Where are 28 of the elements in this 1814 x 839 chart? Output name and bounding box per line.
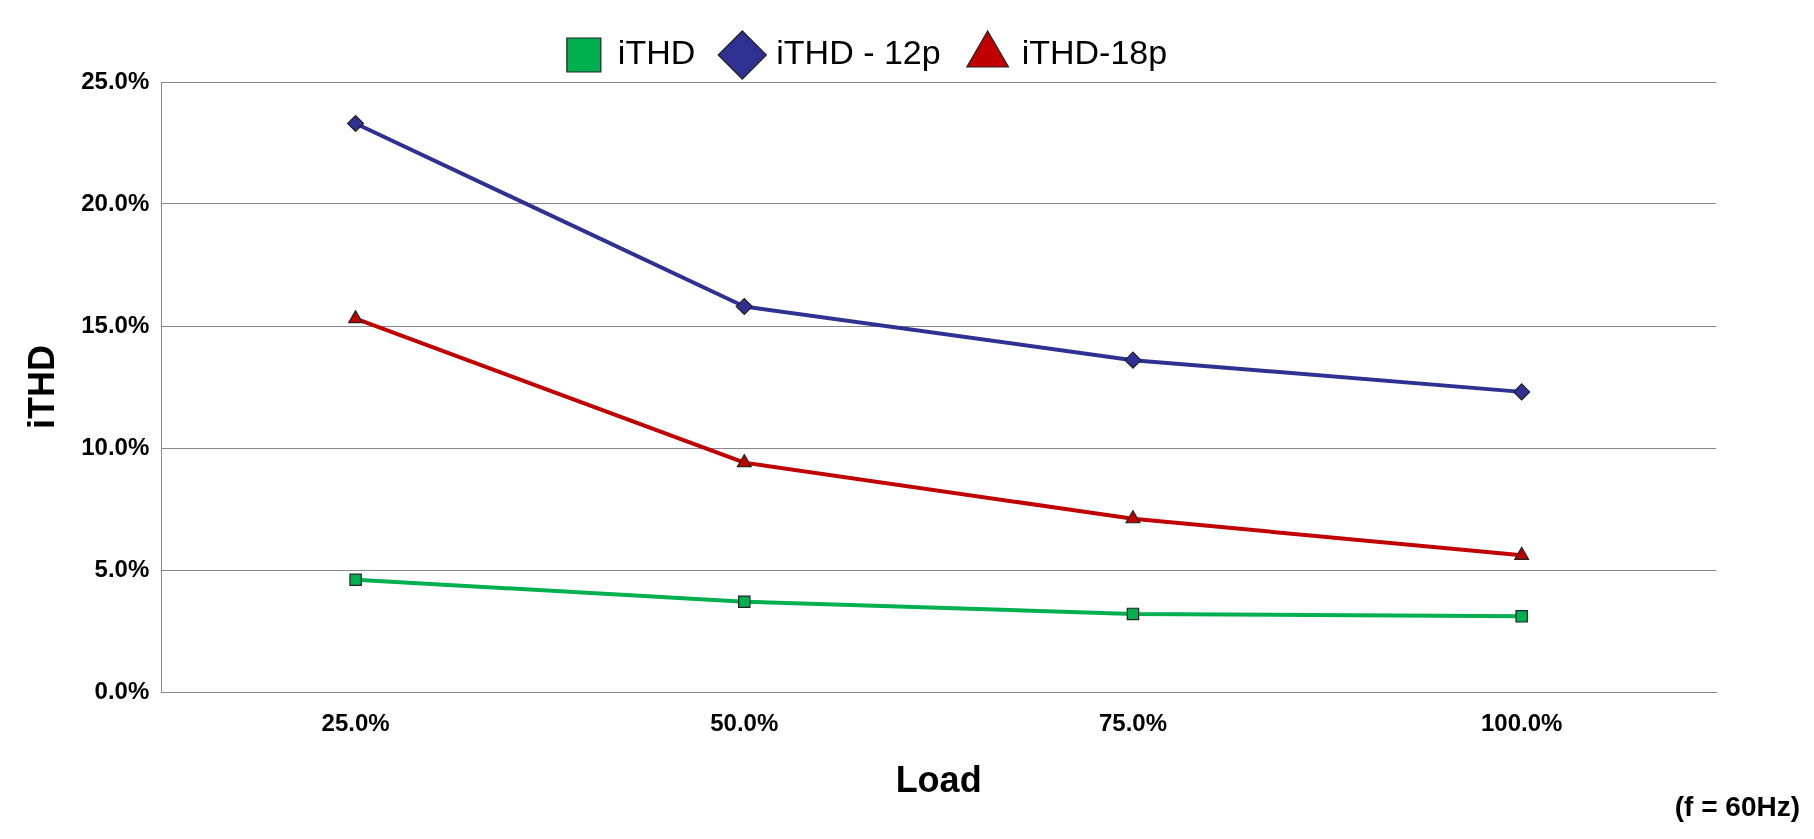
- legend-label: iTHD-18p: [1021, 33, 1168, 72]
- legend-label: iTHD - 12p: [776, 33, 941, 72]
- point: [348, 310, 364, 324]
- point: [1514, 546, 1530, 560]
- point: [736, 454, 752, 468]
- point: [735, 297, 753, 316]
- point: [1126, 607, 1140, 621]
- point: [349, 573, 362, 587]
- x-tick-label: 75.0%: [1098, 709, 1167, 737]
- y-tick-label: 15.0%: [81, 310, 150, 338]
- y-tick-label: 25.0%: [81, 66, 150, 94]
- x-tick-label: 100.0%: [1480, 709, 1563, 737]
- x-axis-title: Load: [895, 759, 982, 801]
- y-tick-label: 20.0%: [81, 188, 150, 216]
- point: [1513, 383, 1531, 401]
- x-tick-label: 25.0%: [321, 709, 390, 737]
- point: [346, 114, 365, 133]
- x-tick-label: 50.0%: [710, 709, 779, 737]
- point: [1124, 351, 1142, 369]
- point: [1515, 610, 1528, 623]
- point: [1125, 510, 1141, 524]
- legend-label: iTHD: [617, 33, 696, 72]
- point: [738, 595, 751, 608]
- text: (f = 60Hz): [1674, 790, 1800, 822]
- y-tick-label: 0.0%: [94, 676, 150, 704]
- y-tick-label: 10.0%: [81, 432, 150, 460]
- y-tick-label: 5.0%: [94, 554, 150, 582]
- y-axis-title: iTHD: [20, 345, 62, 429]
